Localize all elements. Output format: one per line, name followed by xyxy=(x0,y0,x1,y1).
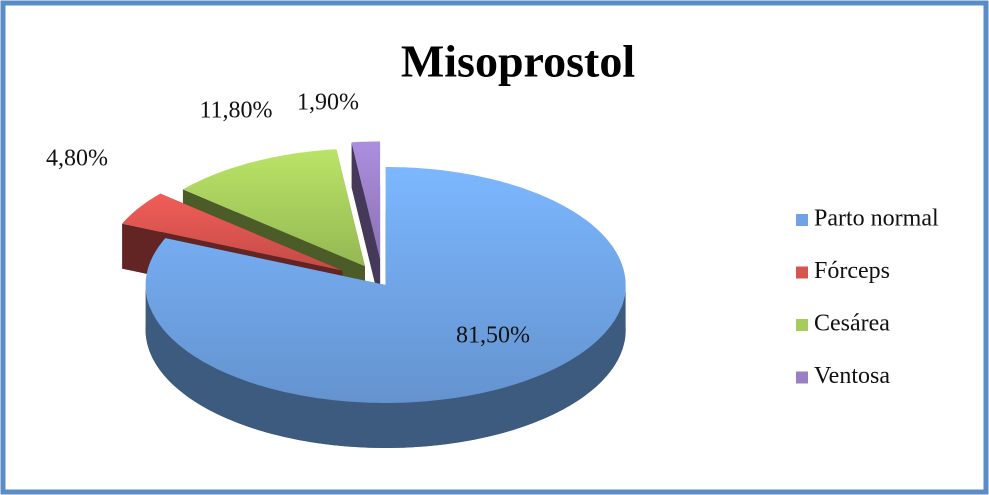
legend-swatch xyxy=(796,214,808,226)
slice-side xyxy=(145,285,626,448)
slice xyxy=(351,141,381,260)
legend-swatch xyxy=(796,371,808,384)
value-label: 1,90% xyxy=(297,90,359,116)
legend-label: Fórceps xyxy=(814,258,890,284)
slice-side xyxy=(351,142,381,305)
value-label: 11,80% xyxy=(199,98,272,124)
legend-swatch xyxy=(796,319,808,331)
legend-label: Ventosa xyxy=(814,363,890,389)
legend-label: Cesárea xyxy=(814,311,890,337)
legend-label: Parto normal xyxy=(814,206,939,232)
legend-swatch xyxy=(796,266,808,279)
slice xyxy=(145,167,626,403)
chart-title: Misoprostol xyxy=(401,36,635,87)
value-label: 81,50% xyxy=(456,323,530,349)
slice xyxy=(182,149,365,267)
value-label: 4,80% xyxy=(46,146,108,172)
slice xyxy=(122,193,343,271)
pie xyxy=(122,141,626,448)
